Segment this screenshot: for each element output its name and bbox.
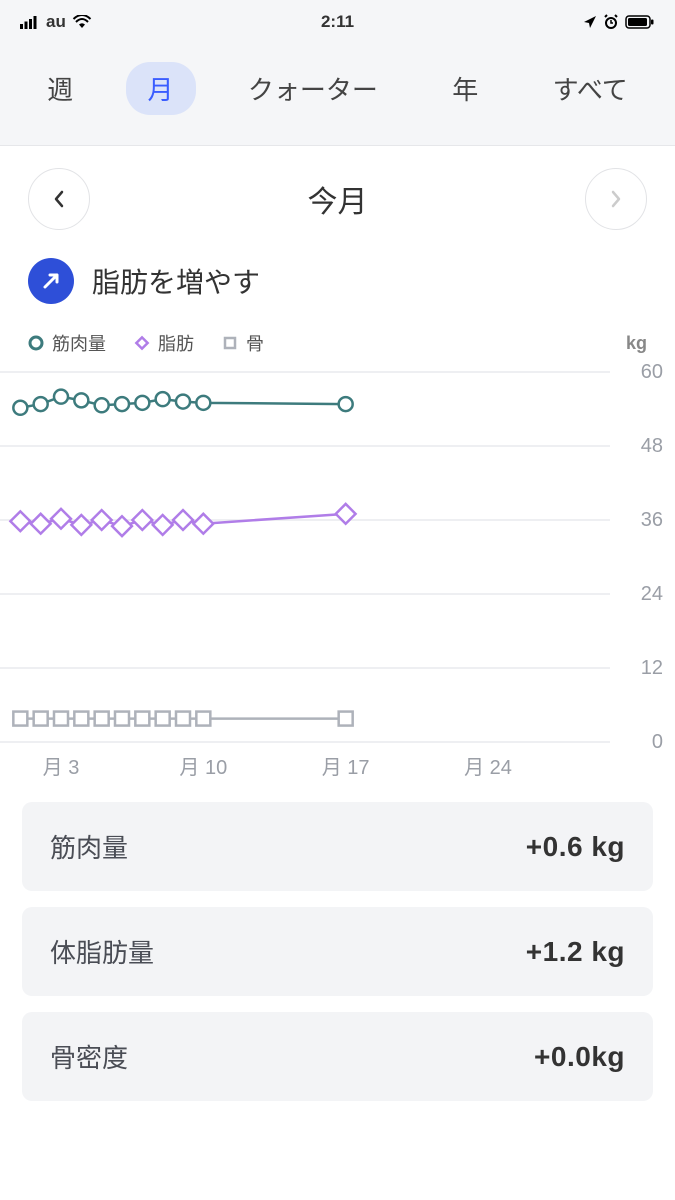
summary-value: +1.2 kg [526,936,625,968]
svg-text:24: 24 [641,583,663,605]
tab-0[interactable]: 週 [25,62,95,115]
summary-label: 筋肉量 [50,828,128,865]
goal-title: 脂肪を増やす [92,261,260,301]
summary-card-2[interactable]: 骨密度 +0.0kg [22,1012,653,1101]
clock: 2:11 [321,12,354,32]
next-button[interactable] [585,168,647,230]
tab-4[interactable]: すべて [531,62,650,115]
month-nav: 今月 [0,146,675,252]
period-tabs: 週月クォーター年すべて [0,44,675,146]
svg-text:月 17: 月 17 [322,757,370,779]
body-composition-chart[interactable]: 0 12 24 36 48 60 月 3 月 10 月 17 月 24 [0,362,675,792]
svg-text:月 10: 月 10 [179,757,227,779]
battery-icon [625,15,655,29]
summary-value: +0.6 kg [526,831,625,863]
svg-text:月 3: 月 3 [43,757,80,779]
carrier-label: au [46,12,66,32]
summary-card-1[interactable]: 体脂肪量 +1.2 kg [22,907,653,996]
trend-up-icon [28,258,74,304]
tab-2[interactable]: クォーター [226,62,400,115]
prev-button[interactable] [28,168,90,230]
summary-list: 筋肉量 +0.6 kg 体脂肪量 +1.2 kg 骨密度 +0.0kg [0,792,675,1111]
svg-text:60: 60 [641,362,663,383]
alarm-icon [603,14,619,30]
summary-label: 体脂肪量 [50,933,154,970]
svg-text:0: 0 [652,731,663,753]
wifi-icon [72,15,92,29]
svg-text:月 24: 月 24 [464,757,512,779]
location-icon [583,15,597,29]
legend-muscle[interactable]: 筋肉量 [28,330,106,356]
goal-row[interactable]: 脂肪を増やす [0,252,675,322]
signal-icon [20,15,40,29]
status-bar: au 2:11 [0,0,675,44]
chart-legend: 筋肉量 脂肪 骨 kg [0,322,675,362]
svg-text:36: 36 [641,509,663,531]
legend-fat[interactable]: 脂肪 [134,330,194,356]
tab-1[interactable]: 月 [126,62,196,115]
svg-text:48: 48 [641,435,663,457]
summary-card-0[interactable]: 筋肉量 +0.6 kg [22,802,653,891]
unit-label: kg [626,333,647,354]
summary-label: 骨密度 [50,1038,128,1075]
svg-text:12: 12 [641,657,663,679]
tab-3[interactable]: 年 [430,62,500,115]
summary-value: +0.0kg [534,1041,625,1073]
legend-bone[interactable]: 骨 [222,330,264,356]
nav-title: 今月 [308,177,368,221]
